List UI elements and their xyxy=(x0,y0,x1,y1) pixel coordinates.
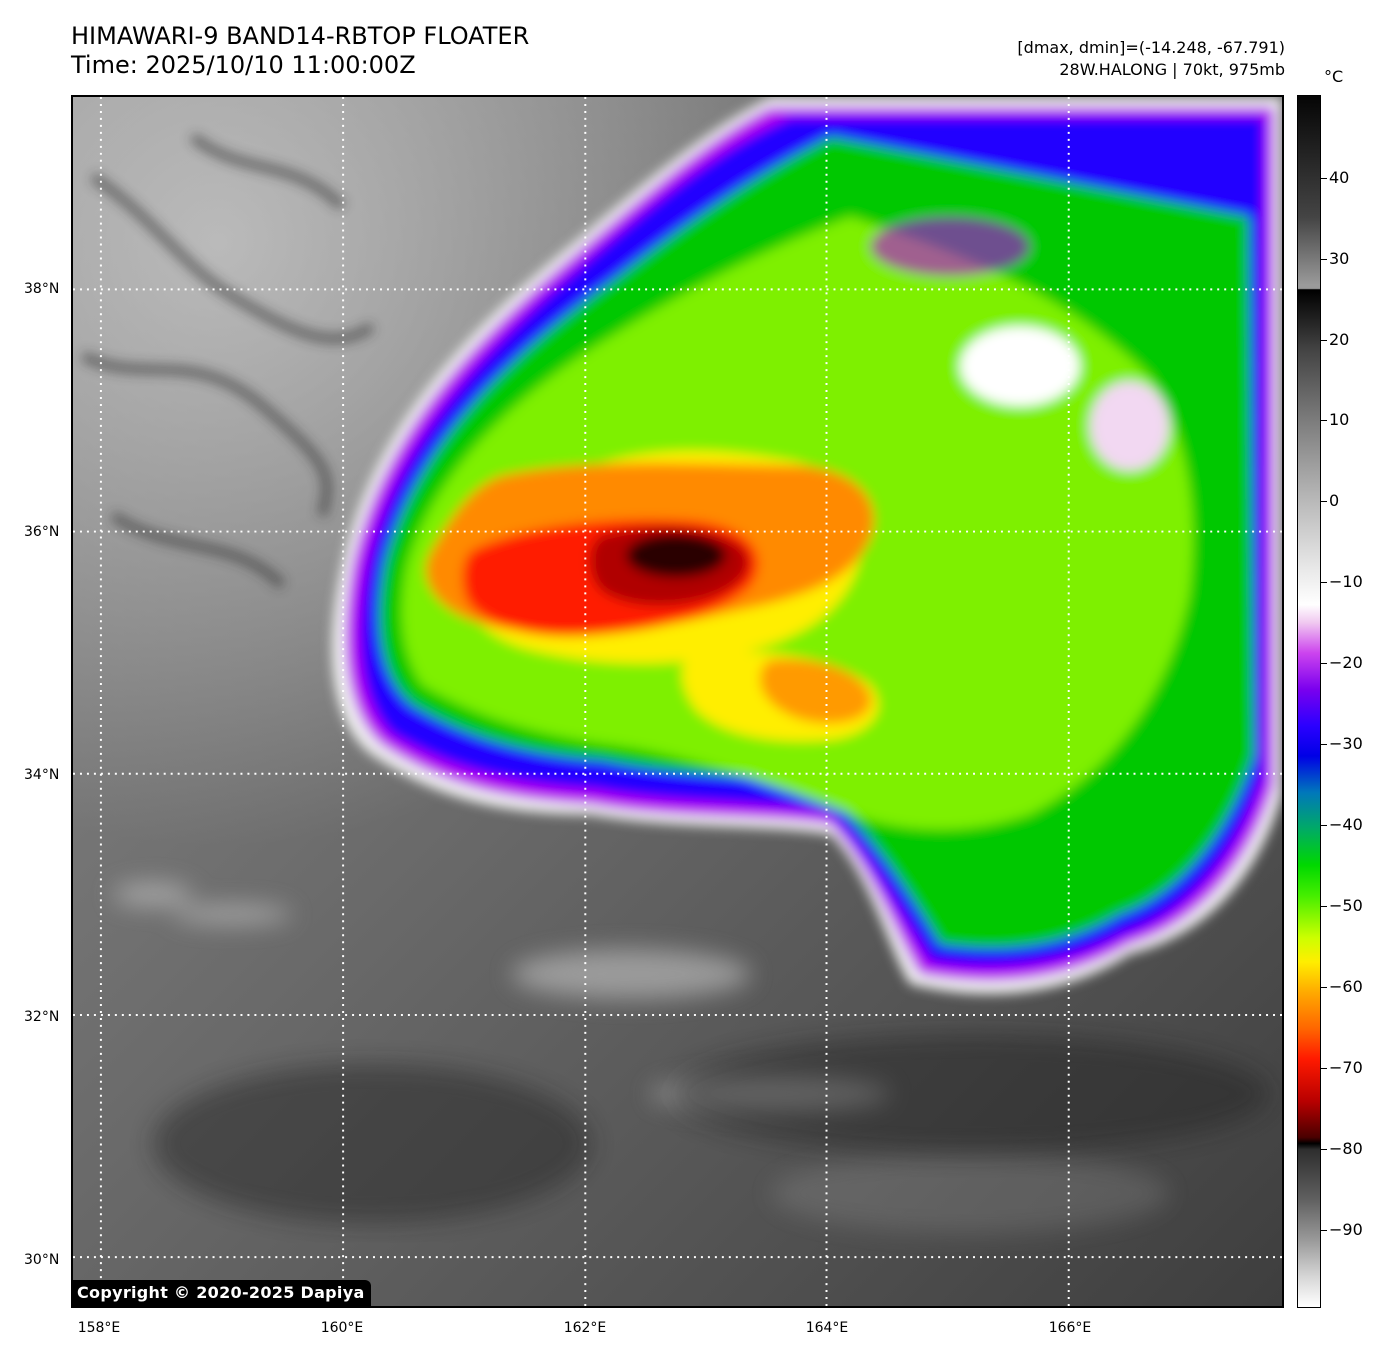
storm-info: 28W.HALONG | 70kt, 975mb xyxy=(1059,60,1285,79)
lat-label: 34°N xyxy=(24,767,60,783)
colorbar-label: 0 xyxy=(1329,491,1340,510)
colorbar-tick xyxy=(1321,178,1327,179)
colorbar-unit: °C xyxy=(1324,67,1344,86)
lon-label: 162°E xyxy=(563,1320,607,1336)
lon-label: 158°E xyxy=(77,1320,121,1336)
colorbar-tick xyxy=(1321,501,1327,502)
colorbar-tick xyxy=(1321,1068,1327,1069)
lon-label: 164°E xyxy=(805,1320,849,1336)
colorbar-tick xyxy=(1321,1230,1327,1231)
lon-label: 166°E xyxy=(1048,1320,1092,1336)
colorbar-label: −60 xyxy=(1329,977,1363,996)
infrared-imagery xyxy=(73,97,1282,1306)
colorbar-label: −40 xyxy=(1329,815,1363,834)
copyright-label: Copyright © 2020-2025 Dapiya xyxy=(71,1280,371,1307)
colorbar-tick xyxy=(1321,825,1327,826)
colorbar-tick xyxy=(1321,420,1327,421)
colorbar-tick xyxy=(1321,582,1327,583)
lat-label: 38°N xyxy=(24,281,60,297)
lat-label: 30°N xyxy=(24,1252,60,1268)
colorbar-label: −70 xyxy=(1329,1058,1363,1077)
colorbar-tick xyxy=(1321,259,1327,260)
colorbar-label: −30 xyxy=(1329,734,1363,753)
colorbar-label: −90 xyxy=(1329,1220,1363,1239)
lat-label: 36°N xyxy=(24,524,60,540)
chart-title: HIMAWARI-9 BAND14-RBTOP FLOATER xyxy=(71,22,530,50)
colorbar-label: −80 xyxy=(1329,1139,1363,1158)
satellite-image xyxy=(71,95,1284,1308)
colorbar-tick xyxy=(1321,906,1327,907)
colorbar-label: −20 xyxy=(1329,653,1363,672)
temperature-range: [dmax, dmin]=(-14.248, -67.791) xyxy=(1017,38,1285,57)
colorbar-tick xyxy=(1321,987,1327,988)
colorbar-tick xyxy=(1321,340,1327,341)
timestamp: Time: 2025/10/10 11:00:00Z xyxy=(71,51,416,79)
colorbar-tick xyxy=(1321,744,1327,745)
colorbar-label: 40 xyxy=(1329,168,1350,187)
colorbar-label: 10 xyxy=(1329,410,1350,429)
colorbar-label: 30 xyxy=(1329,249,1350,268)
lon-label: 160°E xyxy=(320,1320,364,1336)
lat-label: 32°N xyxy=(24,1009,60,1025)
colorbar-label: 20 xyxy=(1329,330,1350,349)
colorbar-tick xyxy=(1321,663,1327,664)
colorbar xyxy=(1297,95,1321,1308)
colorbar-tick xyxy=(1321,1149,1327,1150)
colorbar-label: −10 xyxy=(1329,572,1363,591)
colorbar-label: −50 xyxy=(1329,896,1363,915)
